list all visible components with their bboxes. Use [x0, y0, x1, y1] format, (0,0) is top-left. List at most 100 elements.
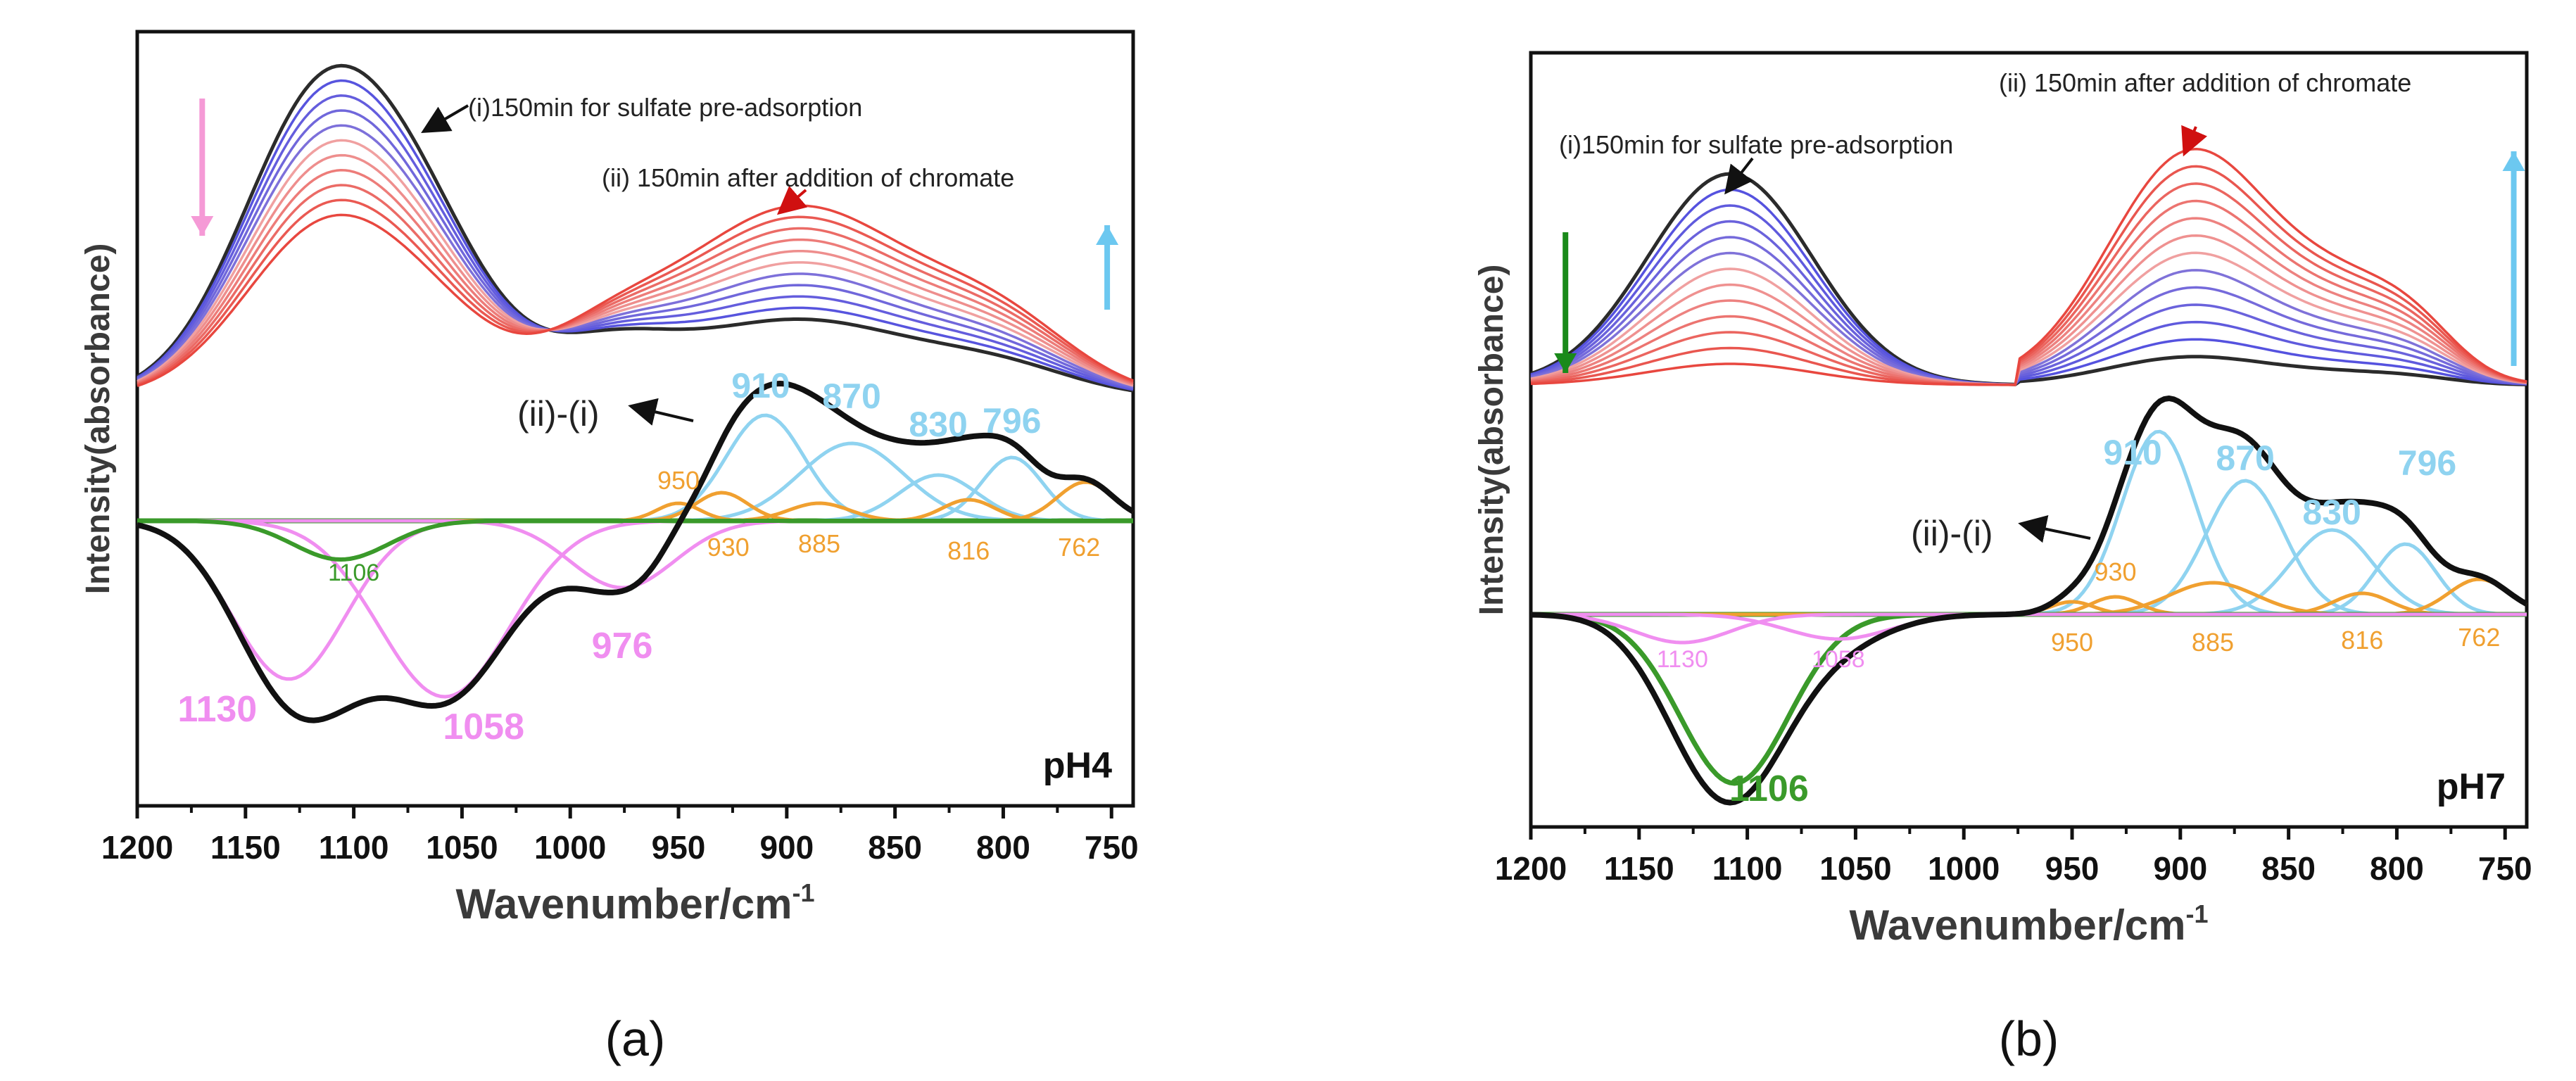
- peak-label-p816: 816: [947, 536, 990, 565]
- plot-frame: [135, 30, 1135, 808]
- peak-label-n1058: 1058: [1812, 646, 1865, 673]
- peak-label-p762: 762: [2458, 623, 2500, 652]
- peak-label-p830: 830: [2302, 493, 2361, 532]
- increase-arrow-head: [2502, 151, 2525, 171]
- overlay-spectrum: [137, 139, 1134, 387]
- fit-component: [1531, 542, 2527, 617]
- x-tick-label: 1050: [1819, 850, 1891, 887]
- overlay-spectrum: [137, 153, 1134, 386]
- x-axis-title-sup: -1: [2185, 899, 2208, 928]
- decrease-arrow-head: [191, 216, 214, 236]
- overlay-spectrum: [137, 204, 1134, 388]
- peak-label-p910: 910: [731, 366, 790, 405]
- x-tick-label: 850: [868, 829, 922, 866]
- fit-component: [137, 455, 1134, 523]
- condition-label: pH7: [2437, 766, 2506, 807]
- annotation-arrow: [2181, 125, 2207, 157]
- y-axis-title: Intensity(absorbance): [80, 244, 117, 595]
- overlay-spectrum: [137, 198, 1134, 386]
- overlay-spectrum: [1530, 204, 2527, 386]
- peak-label-p930: 930: [707, 533, 750, 562]
- x-axis-title-main: Wavenumber/cm: [1850, 902, 2186, 949]
- y-axis-title: Intensity(absorbance): [1473, 265, 1510, 616]
- peak-label-p870: 870: [2216, 438, 2274, 478]
- panel-label: (a): [605, 1011, 666, 1066]
- overlay-spectrum: [137, 184, 1134, 386]
- peak-label-p885: 885: [798, 529, 840, 558]
- x-axis-title: Wavenumber/cm-1: [456, 878, 815, 928]
- overlay-spectrum: [1530, 236, 2527, 386]
- difference-spectrum: [137, 381, 1135, 723]
- peak-label-p950: 950: [657, 466, 700, 495]
- overlay-spectrum: [137, 124, 1134, 388]
- overlay-spectrum: [137, 79, 1134, 391]
- x-tick-label: 1100: [319, 829, 389, 866]
- peak-label-n1130: 1130: [1657, 646, 1708, 673]
- x-tick-label: 1200: [101, 829, 173, 866]
- overlay-spectrum: [1530, 199, 2527, 386]
- annotation-chromate: (ii) 150min after addition of chromate: [1999, 68, 2411, 97]
- x-tick-label: 750: [2478, 850, 2532, 887]
- x-tick-label: 950: [652, 829, 706, 866]
- x-tick-label: 750: [1085, 829, 1139, 866]
- overlay-spectrum: [1530, 148, 2527, 386]
- overlay-spectrum: [1530, 251, 2527, 386]
- x-axis-title-main: Wavenumber/cm: [456, 880, 793, 928]
- overlay-spectrum: [1530, 188, 2527, 386]
- x-axis-title-sup: -1: [792, 878, 814, 907]
- peak-label-p910: 910: [2103, 433, 2161, 472]
- peak-label-n1058: 1058: [443, 707, 524, 747]
- fit-component: [137, 519, 1133, 562]
- peak-label-p885: 885: [2192, 628, 2234, 657]
- panel-a: 1200 1150 1100 1050 1000 950 900 850 800 750 Waven…: [80, 30, 1139, 1066]
- annotation-arrow: [776, 185, 808, 215]
- overlay-spectrum: [1530, 182, 2527, 386]
- overlay-spectrum: [1530, 251, 2527, 386]
- overlay-spectrum: [1530, 172, 2527, 386]
- peak-label-n1106: 1106: [1729, 769, 1809, 809]
- x-tick-label: 850: [2261, 850, 2316, 887]
- x-tick-label: 1150: [1604, 850, 1674, 887]
- annotation-sulfate: (i)150min for sulfate pre-adsorption: [1559, 130, 1953, 159]
- x-tick-label: 800: [976, 829, 1030, 866]
- annotation-difference: (ii)-(i): [1911, 514, 1993, 553]
- overlay-spectrum: [1530, 234, 2527, 386]
- overlay-spectrum: [1530, 165, 2527, 386]
- annotation-arrow: [421, 104, 469, 134]
- overlay-spectrum: [1530, 217, 2527, 386]
- peak-label-p830: 830: [909, 405, 967, 444]
- peak-label-p796: 796: [983, 401, 1041, 441]
- peak-label-p816: 816: [2341, 626, 2383, 655]
- x-tick-label: 1000: [534, 829, 606, 866]
- peak-label-p870: 870: [822, 377, 880, 416]
- increase-arrow-head: [1096, 225, 1119, 245]
- peak-label-p762: 762: [1058, 533, 1100, 562]
- x-tick-label: 1100: [1712, 850, 1783, 887]
- fit-component: [1531, 429, 2527, 617]
- x-tick-label: 900: [759, 829, 814, 866]
- peak-label-n976: 976: [592, 626, 653, 666]
- overlay-spectrum: [137, 169, 1134, 385]
- x-axis-title: Wavenumber/cm-1: [1850, 899, 2209, 949]
- annotation-arrow: [2018, 515, 2091, 543]
- x-tick-label: 1000: [1928, 850, 2000, 887]
- condition-label: pH4: [1043, 745, 1112, 786]
- x-tick-label: 1050: [426, 829, 498, 866]
- overlay-spectrum: [136, 63, 1134, 393]
- overlay-spectrum: [137, 94, 1134, 391]
- overlay-spectrum: [137, 109, 1134, 389]
- annotation-difference: (ii)-(i): [517, 394, 600, 434]
- overlay-spectrum: [1530, 220, 2527, 386]
- peak-label-p930: 930: [2095, 557, 2137, 586]
- annotation-chromate: (ii) 150min after addition of chromate: [602, 163, 1014, 192]
- x-tick-label: 800: [2370, 850, 2424, 887]
- x-tick-label: 1150: [210, 829, 281, 866]
- panel-label: (b): [1999, 1011, 2059, 1066]
- peak-label-p950: 950: [2051, 628, 2093, 657]
- annotation-arrow: [628, 398, 694, 426]
- difference-spectrum: [1530, 396, 2529, 806]
- peak-label-n1106: 1106: [328, 560, 379, 586]
- plot-frame: [1529, 51, 2529, 829]
- panel-b: 1200 1150 1100 1050 1000 950 900 850 800 750 Waven…: [1473, 51, 2532, 1066]
